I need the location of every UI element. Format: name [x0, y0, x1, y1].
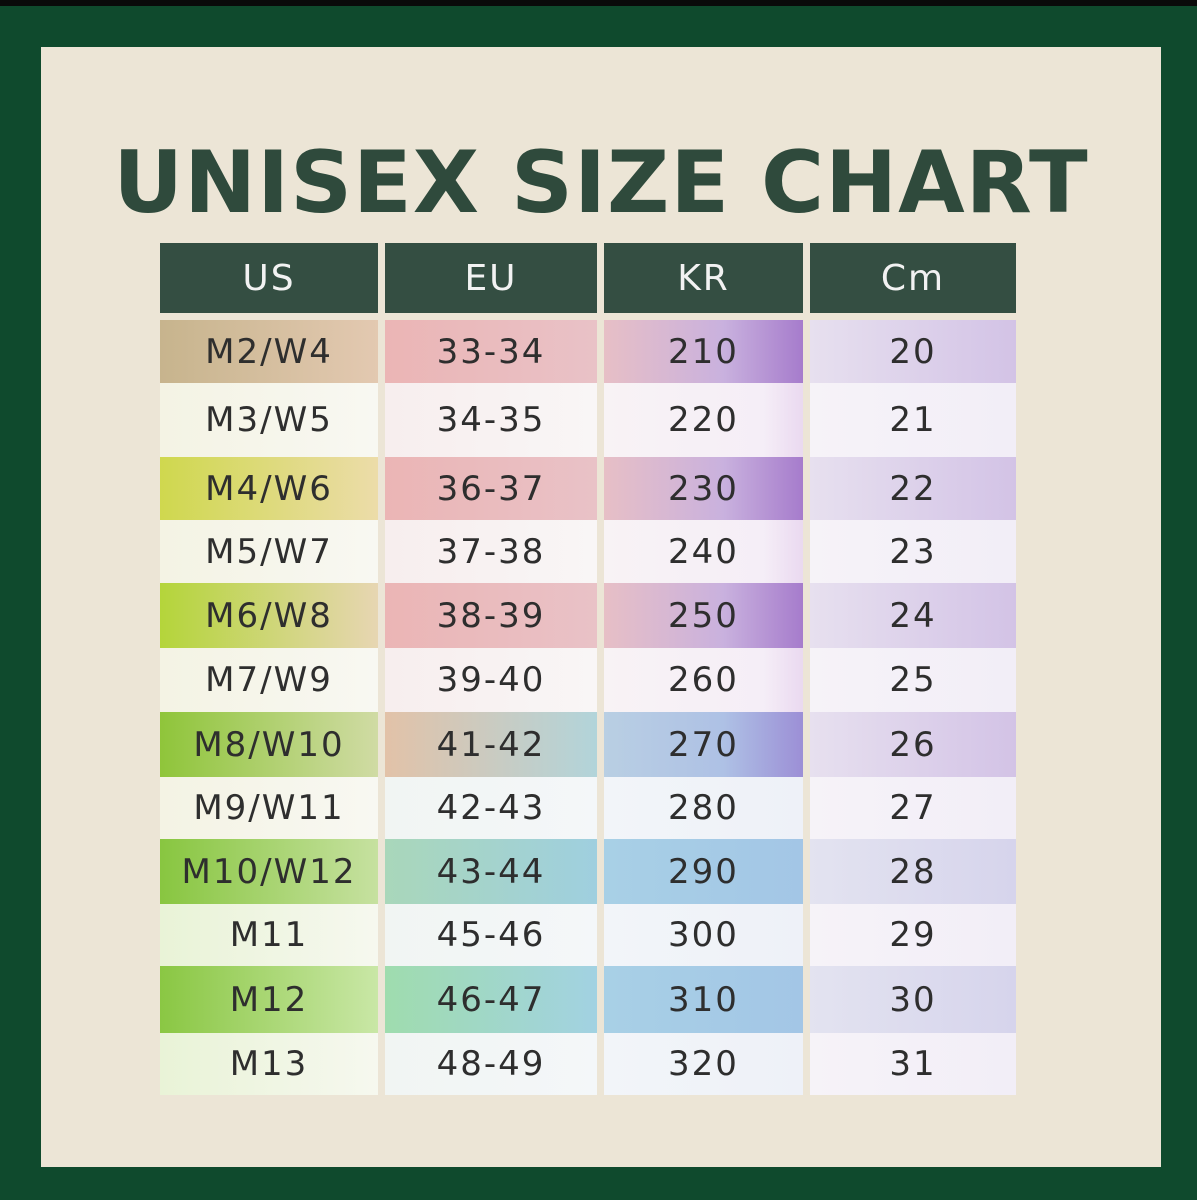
cell-kr: 250: [604, 583, 803, 648]
cell-cm: 30: [810, 966, 1016, 1033]
cell-cm: 25: [810, 648, 1016, 712]
cell-us: M3/W5: [160, 383, 378, 457]
cell-kr: 300: [604, 904, 803, 966]
cell-eu: 34-35: [385, 383, 597, 457]
page-title: UNISEX SIZE CHART: [113, 133, 1089, 233]
cell-eu: 38-39: [385, 583, 597, 648]
cell-us: M12: [160, 966, 378, 1033]
header-cm: Cm: [810, 243, 1016, 313]
cell-us: M11: [160, 904, 378, 966]
chart-panel: UNISEX SIZE CHART US EU KR Cm M2/W4 33-3…: [41, 47, 1161, 1167]
cell-kr: 220: [604, 383, 803, 457]
cell-eu: 45-46: [385, 904, 597, 966]
cell-eu: 41-42: [385, 712, 597, 777]
cell-kr: 320: [604, 1033, 803, 1095]
cell-us: M10/W12: [160, 839, 378, 904]
cell-cm: 26: [810, 712, 1016, 777]
cell-eu: 42-43: [385, 777, 597, 839]
cell-kr: 290: [604, 839, 803, 904]
cell-kr: 310: [604, 966, 803, 1033]
top-strip: [0, 0, 1197, 6]
cell-kr: 280: [604, 777, 803, 839]
cell-us: M7/W9: [160, 648, 378, 712]
cell-us: M8/W10: [160, 712, 378, 777]
cell-us: M13: [160, 1033, 378, 1095]
cell-cm: 22: [810, 457, 1016, 520]
cell-cm: 28: [810, 839, 1016, 904]
cell-eu: 43-44: [385, 839, 597, 904]
cell-kr: 260: [604, 648, 803, 712]
cell-eu: 37-38: [385, 520, 597, 583]
cell-cm: 21: [810, 383, 1016, 457]
cell-kr: 210: [604, 320, 803, 383]
cell-cm: 29: [810, 904, 1016, 966]
header-eu: EU: [385, 243, 597, 313]
cell-kr: 240: [604, 520, 803, 583]
cell-cm: 27: [810, 777, 1016, 839]
cell-kr: 270: [604, 712, 803, 777]
cell-us: M5/W7: [160, 520, 378, 583]
cell-eu: 33-34: [385, 320, 597, 383]
cell-us: M9/W11: [160, 777, 378, 839]
cell-eu: 48-49: [385, 1033, 597, 1095]
header-kr: KR: [604, 243, 803, 313]
header-us: US: [160, 243, 378, 313]
cell-cm: 24: [810, 583, 1016, 648]
cell-eu: 36-37: [385, 457, 597, 520]
cell-eu: 39-40: [385, 648, 597, 712]
cell-us: M4/W6: [160, 457, 378, 520]
cell-cm: 23: [810, 520, 1016, 583]
cell-kr: 230: [604, 457, 803, 520]
cell-eu: 46-47: [385, 966, 597, 1033]
cell-cm: 31: [810, 1033, 1016, 1095]
cell-us: M2/W4: [160, 320, 378, 383]
cell-cm: 20: [810, 320, 1016, 383]
size-table: US EU KR Cm M2/W4 33-34 210 20 M3/W5 34-…: [160, 243, 1016, 1145]
cell-us: M6/W8: [160, 583, 378, 648]
